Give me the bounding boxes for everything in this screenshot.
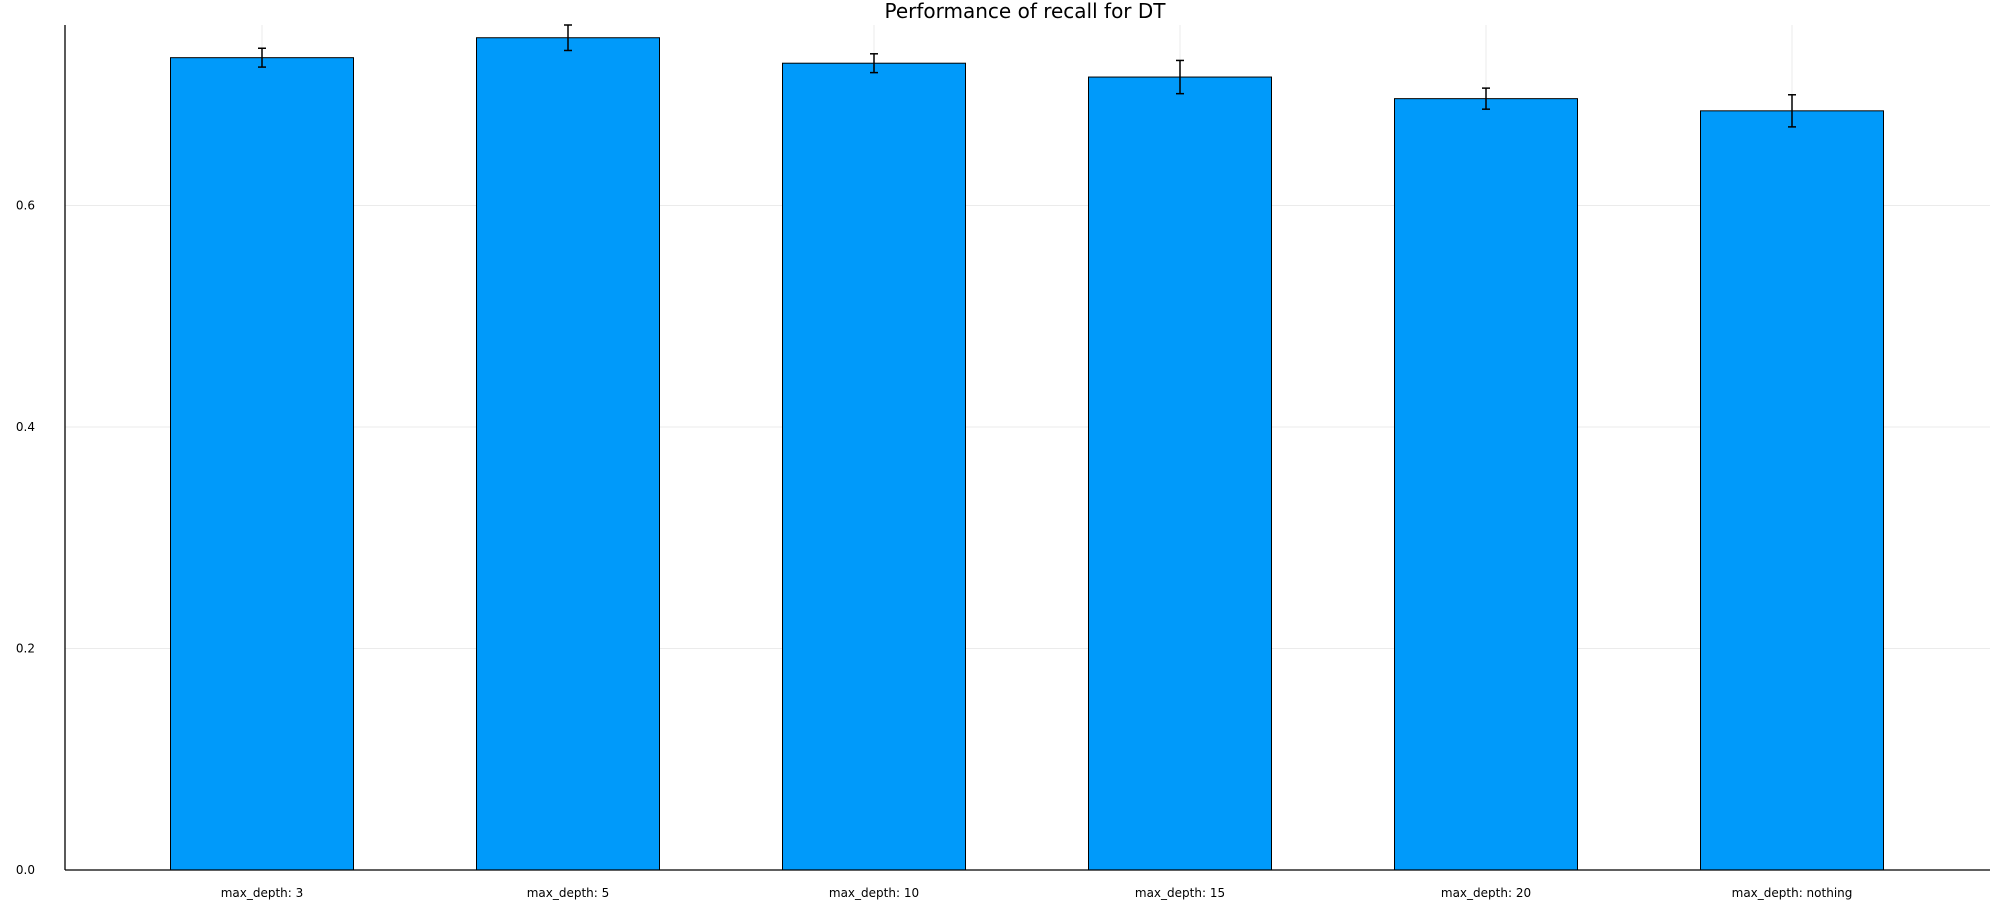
axes-layer [64, 25, 1990, 871]
chart-title: Performance of recall for DT [884, 0, 1166, 23]
bars-layer [170, 37, 1884, 871]
y-tick-label: 0.4 [16, 420, 35, 434]
x-tick-label: max_depth: nothing [1732, 886, 1853, 900]
bar [1394, 98, 1578, 871]
y-tick-labels: 0.0 0.2 0.4 0.6 [16, 199, 35, 877]
y-tick-label: 0.6 [16, 199, 35, 213]
x-tick-label: max_depth: 3 [221, 886, 304, 900]
bar [1088, 76, 1272, 871]
x-tick-labels: max_depth: 3 max_depth: 5 max_depth: 10 max… [221, 886, 1853, 900]
x-tick-label: max_depth: 10 [829, 886, 919, 900]
x-tick-label: max_depth: 5 [527, 886, 610, 900]
x-tick-label: max_depth: 15 [1135, 886, 1225, 900]
x-tick-label: max_depth: 20 [1441, 886, 1531, 900]
bar [1700, 110, 1884, 871]
bar [782, 62, 966, 871]
y-tick-label: 0.0 [16, 863, 35, 877]
error-bars-layer [258, 24, 1796, 128]
y-tick-label: 0.2 [16, 642, 35, 656]
bar [476, 37, 660, 871]
bar [170, 57, 354, 871]
